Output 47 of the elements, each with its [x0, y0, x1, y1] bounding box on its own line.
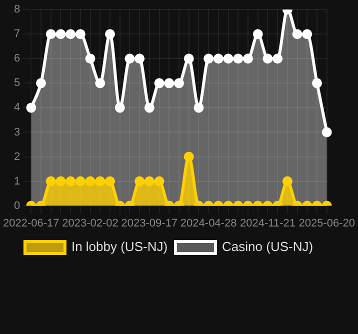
point: [194, 102, 204, 113]
point: [292, 29, 302, 40]
point: [204, 54, 214, 64]
point: [312, 78, 322, 88]
point: [252, 29, 263, 40]
point: [144, 102, 154, 113]
point: [262, 54, 273, 64]
point: [134, 54, 145, 64]
y-tick-label: 5: [14, 77, 20, 90]
x-tick-label: 2023-09-17: [121, 217, 178, 230]
y-tick-label: 6: [14, 52, 20, 65]
point: [26, 102, 36, 113]
x-tick-label: 2022-06-17: [2, 217, 60, 230]
point: [85, 54, 96, 64]
point: [66, 29, 76, 40]
point: [154, 78, 164, 88]
y-tick-label: 4: [14, 102, 20, 114]
point: [75, 29, 86, 40]
point: [164, 78, 174, 88]
x-tick-label: 2024-11-21: [240, 217, 296, 230]
point: [322, 127, 332, 138]
point: [104, 29, 115, 40]
point: [46, 29, 56, 40]
point: [233, 54, 244, 64]
point: [36, 78, 46, 88]
legend-label: Casino (US-NJ): [222, 239, 314, 254]
x-tick-label: 2024-04-28: [180, 217, 237, 230]
y-tick-label: 0: [14, 200, 20, 212]
legend-label: In lobby (US-NJ): [71, 239, 168, 254]
point: [243, 54, 254, 64]
point: [213, 54, 224, 64]
y-tick-label: 1: [14, 175, 20, 188]
x-tick-label: 2023-02-02: [62, 217, 118, 230]
y-tick-label: 7: [14, 28, 20, 40]
point: [95, 78, 106, 88]
y-tick-label: 8: [14, 4, 20, 16]
point: [114, 102, 125, 113]
point: [302, 29, 312, 40]
point: [124, 54, 135, 64]
y-tick-label: 3: [14, 126, 20, 138]
x-tick-label: 2025-06-20: [298, 217, 356, 230]
point: [174, 78, 184, 88]
point: [184, 54, 194, 64]
y-tick-label: 2: [14, 150, 20, 163]
point: [223, 54, 234, 64]
point: [272, 54, 283, 64]
point: [56, 29, 66, 40]
